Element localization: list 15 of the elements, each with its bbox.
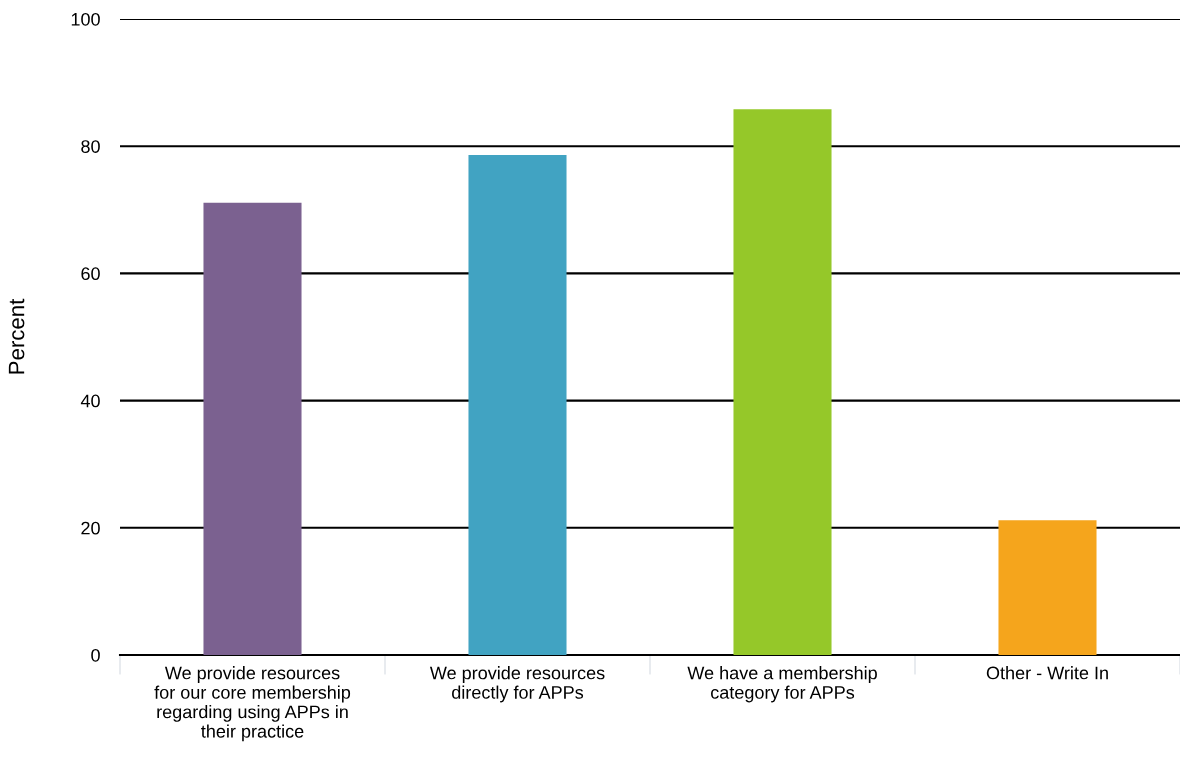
y-tick-label: 60 bbox=[81, 267, 100, 281]
y-axis-title: Percent bbox=[8, 298, 25, 374]
bar bbox=[733, 109, 832, 655]
x-tick-label: Other - Write In bbox=[986, 666, 1108, 680]
bar bbox=[468, 155, 567, 655]
y-tick-label: 40 bbox=[80, 394, 100, 408]
bar bbox=[203, 202, 302, 655]
x-tick-label: We have a membership category for APPs bbox=[687, 666, 877, 703]
y-tick-label: 0 bbox=[91, 648, 100, 662]
x-tick-label: We provide resources for our core membership regarding using APPs in their practice bbox=[154, 666, 351, 742]
y-tick-label: 100 bbox=[71, 12, 100, 26]
y-tick-label: 80 bbox=[81, 140, 100, 153]
bar bbox=[998, 520, 1097, 655]
y-tick-label: 20 bbox=[81, 521, 100, 535]
x-tick-label: We provide resources directly for APPs bbox=[429, 666, 605, 703]
